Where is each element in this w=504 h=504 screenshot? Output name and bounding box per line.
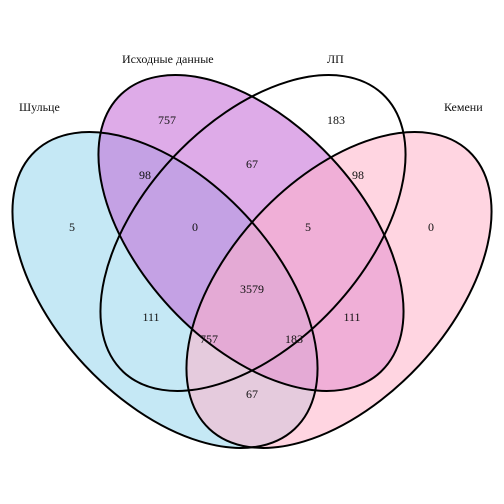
count-shultse-lp: 111 <box>142 310 159 324</box>
count-source-only: 757 <box>158 113 176 127</box>
set-label-shultse: Шульце <box>19 100 60 114</box>
count-shultse-only: 5 <box>69 220 75 234</box>
set-labels: Шульце Исходные данные ЛП Кемени <box>19 52 483 114</box>
set-fills <box>12 75 492 448</box>
count-shultse-kemeni: 67 <box>246 387 258 401</box>
count-all-four: 3579 <box>240 282 264 296</box>
count-kemeni-only: 0 <box>428 220 434 234</box>
count-source-lp: 67 <box>246 157 258 171</box>
set-shultse-outline <box>11 131 319 449</box>
count-shultse-source-lp: 0 <box>192 220 198 234</box>
set-lp-outline <box>99 74 407 392</box>
count-source-lp-kemeni: 5 <box>305 220 311 234</box>
count-source-kemeni: 111 <box>343 310 360 324</box>
count-lp-kemeni: 98 <box>352 168 364 182</box>
count-shultse-lp-kemeni: 757 <box>200 332 218 346</box>
set-label-source-data: Исходные данные <box>122 52 214 66</box>
region-counts: 757 183 5 0 98 67 98 0 5 3579 111 111 75… <box>69 113 434 401</box>
set-kemeni-outline <box>185 131 493 449</box>
count-shultse-source: 98 <box>139 168 151 182</box>
set-label-lp: ЛП <box>327 52 344 66</box>
set-label-kemeni: Кемени <box>444 100 483 114</box>
count-shultse-source-kemeni: 183 <box>285 332 303 346</box>
set-outlines <box>11 74 493 449</box>
count-lp-only: 183 <box>327 113 345 127</box>
